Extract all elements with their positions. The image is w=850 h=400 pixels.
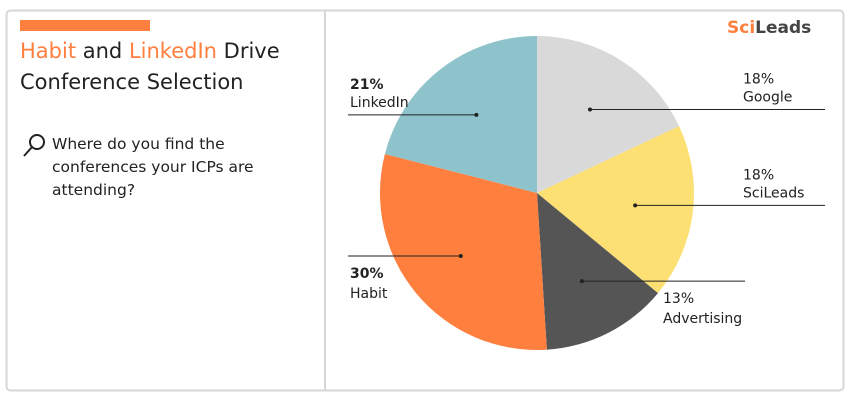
title-highlight: Habit	[20, 39, 77, 63]
leader-dot	[587, 107, 592, 112]
leader-dot	[633, 203, 638, 208]
accent-bar	[20, 20, 150, 31]
pie-slice	[537, 193, 658, 350]
leader-dot	[458, 254, 463, 259]
value-label: 13%	[663, 291, 694, 307]
search-icon	[23, 134, 45, 157]
pie: 18% Google 18% SciLeads 13% Advertising 30% Hab…	[348, 35, 825, 350]
pie-slice	[537, 36, 680, 193]
pie-slice	[379, 153, 547, 350]
leader-dot	[474, 112, 479, 117]
value-label: 21%	[350, 77, 384, 93]
category-label: LinkedIn	[350, 95, 409, 111]
value-label: 18%	[743, 167, 774, 183]
category-label: Habit	[350, 286, 388, 302]
logo-part: Leads	[755, 18, 811, 38]
outer-frame	[5, 9, 845, 392]
category-label: SciLeads	[743, 185, 804, 201]
pie-slice	[537, 126, 694, 294]
leader-dot	[579, 279, 584, 284]
question: Where do you find the conferences your I…	[52, 135, 254, 199]
value-label: 18%	[743, 71, 774, 87]
value-label: 30%	[350, 266, 384, 282]
title: Habit and LinkedIn Drive Conference Sele…	[20, 39, 280, 94]
title-highlight: LinkedIn	[128, 39, 217, 63]
category-label: Google	[743, 89, 792, 105]
logo: SciLeads	[727, 18, 811, 38]
logo-part: Sci	[727, 18, 755, 38]
category-label: Advertising	[663, 311, 742, 327]
